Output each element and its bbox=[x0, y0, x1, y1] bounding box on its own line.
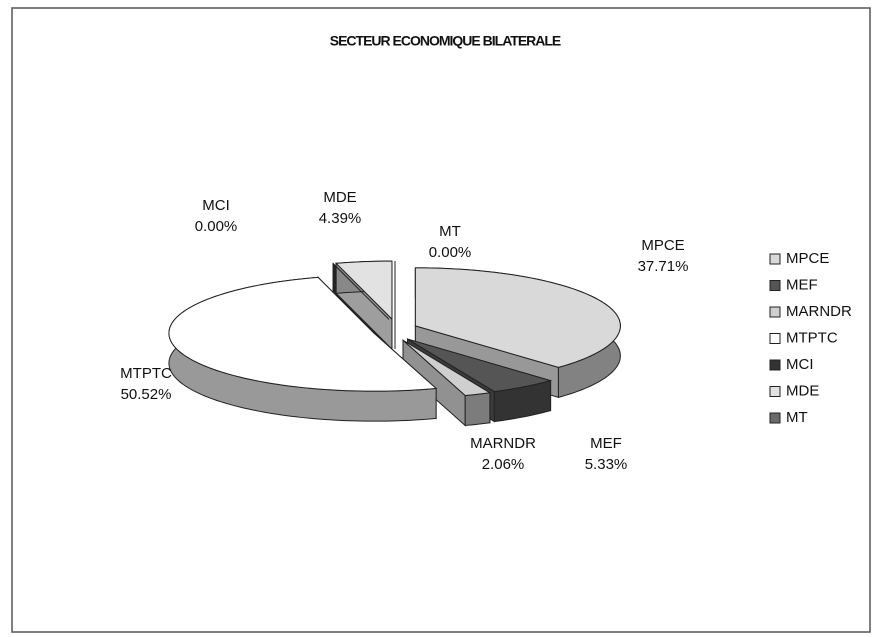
data-label-name: MPCE bbox=[641, 237, 684, 254]
slice bbox=[332, 263, 390, 320]
legend-swatch bbox=[769, 253, 781, 265]
data-label-name: MCI bbox=[202, 197, 230, 214]
slice bbox=[335, 260, 393, 321]
legend-label: MEF bbox=[786, 276, 818, 293]
data-label-name: MARNDR bbox=[470, 435, 536, 452]
legend-label: MARNDR bbox=[786, 303, 852, 320]
legend-swatch bbox=[769, 386, 781, 397]
slice bbox=[414, 267, 621, 368]
data-label-name: MEF bbox=[590, 435, 622, 452]
data-label-value: 50.52% bbox=[121, 386, 172, 403]
legend-swatch bbox=[769, 412, 781, 424]
legend-swatch bbox=[769, 333, 781, 344]
slice bbox=[407, 338, 553, 393]
legend-label: MT bbox=[786, 409, 808, 426]
legend-label: MCI bbox=[786, 356, 814, 373]
data-label-name: MT bbox=[439, 223, 461, 240]
legend-swatch bbox=[769, 280, 781, 291]
chart-title: SECTEUR ECONOMIQUE BILATERALE bbox=[330, 33, 561, 49]
legend-swatch bbox=[769, 359, 781, 371]
data-label-value: 5.33% bbox=[585, 456, 628, 473]
legend-label: MDE bbox=[786, 382, 819, 399]
slice bbox=[402, 339, 492, 397]
slice-side bbox=[464, 392, 491, 427]
data-label-value: 0.00% bbox=[195, 218, 238, 235]
data-label-value: 4.39% bbox=[319, 210, 362, 227]
legend-swatch bbox=[769, 306, 781, 318]
pie-tops bbox=[168, 260, 621, 397]
data-label-name: MDE bbox=[323, 189, 356, 206]
data-label-value: 0.00% bbox=[429, 244, 472, 261]
data-label-value: 2.06% bbox=[482, 456, 525, 473]
data-label-value: 37.71% bbox=[638, 258, 689, 275]
slice bbox=[168, 276, 438, 392]
legend-label: MTPTC bbox=[786, 329, 838, 346]
data-label-name: MTPTC bbox=[120, 365, 172, 382]
legend-label: MPCE bbox=[786, 250, 829, 267]
